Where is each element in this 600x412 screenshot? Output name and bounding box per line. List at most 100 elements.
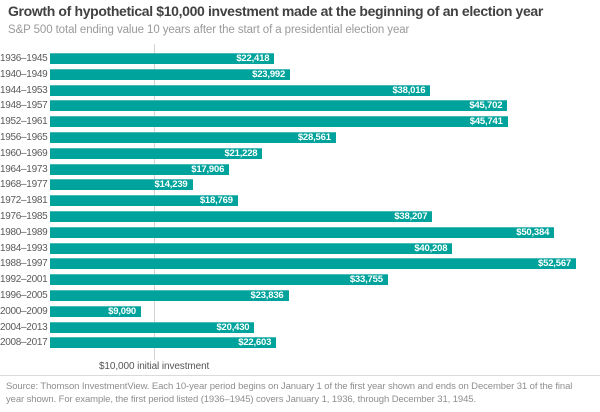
bar-value-label: $14,239 [154,179,188,191]
category-label: 1976–1985 [0,210,48,222]
bar-row: 2008–2017 $22,603 [0,337,600,349]
bar-track: $52,567 [50,258,576,270]
bar-row: 1996–2005 $23,836 [0,289,600,301]
bar-track: $17,906 [50,163,576,175]
bar-track: $38,016 [50,84,576,96]
bar: $21,228 [50,147,263,159]
category-label: 1968–1977 [0,179,48,191]
bar-row: 1976–1985 $38,207 [0,210,600,222]
bar-track: $22,418 [50,53,576,64]
source-note: Source: Thomson InvestmentView. Each 10-… [6,381,573,405]
category-label: 2000–2009 [0,305,48,317]
bar-value-label: $45,702 [469,100,503,112]
bar-value-label: $22,603 [238,337,272,349]
category-label: 1984–1993 [0,242,48,254]
bar: $40,208 [50,242,453,254]
bar-track: $9,090 [50,305,576,317]
category-label: 1944–1953 [0,84,48,96]
category-label: 1988–1997 [0,258,48,270]
bar: $14,239 [50,179,193,191]
bar: $52,567 [50,258,576,270]
bar-row: 1952–1961 $45,741 [0,116,600,128]
bar-track: $50,384 [50,226,576,238]
bar-value-label: $17,906 [191,163,225,175]
bar-track: $28,561 [50,131,576,143]
bar-value-label: $28,561 [297,131,331,143]
category-label: 2004–2013 [0,321,48,333]
category-label: 1940–1949 [0,68,48,80]
category-label: 1956–1965 [0,131,48,143]
bar-row: 1984–1993 $40,208 [0,242,600,254]
category-label: 1948–1957 [0,100,48,112]
chart-subtitle: S&P 500 total ending value 10 years afte… [8,24,410,36]
bar-value-label: $45,741 [469,116,503,128]
bar-value-label: $38,207 [394,210,428,222]
bar-value-label: $33,755 [349,274,383,286]
category-label: 1936–1945 [0,53,48,64]
category-label: 1972–1981 [0,195,48,207]
bar-track: $45,702 [50,100,576,112]
bar-row: 1968–1977 $14,239 [0,179,600,191]
bar-chart: 1936–1945 $22,418 1940–1949 $23,992 1944–195… [0,44,600,375]
bar-value-label: $23,836 [250,289,284,301]
bar-track: $38,207 [50,210,576,222]
bar: $33,755 [50,274,388,286]
bar-track: $33,755 [50,274,576,286]
bar-value-label: $50,384 [516,226,550,238]
bar: $50,384 [50,226,555,238]
bar-track: $45,741 [50,116,576,128]
bar-value-label: $23,992 [252,68,286,80]
bar: $23,992 [50,68,291,80]
chart-title: Growth of hypothetical $10,000 investmen… [8,3,543,19]
chart-header: Growth of hypothetical $10,000 investmen… [0,0,600,37]
category-label: 1992–2001 [0,274,48,286]
bar-row: 1944–1953 $38,016 [0,84,600,96]
bar-value-label: $20,430 [216,321,250,333]
bar-row: 2000–2009 $9,090 [0,305,600,317]
bar-value-label: $22,418 [236,53,270,64]
bar: $22,603 [50,337,277,349]
bar-value-label: $21,228 [224,147,258,159]
bar: $38,207 [50,210,433,222]
bar-value-label: $38,016 [392,84,426,96]
bar-row: 1940–1949 $23,992 [0,68,600,80]
bar-track: $23,836 [50,289,576,301]
bar-row: 2004–2013 $20,430 [0,321,600,333]
bar-row: 1948–1957 $45,702 [0,100,600,112]
category-label: 1980–1989 [0,226,48,238]
bar-track: $23,992 [50,68,576,80]
bar-track: $20,430 [50,321,576,333]
bar-row: 1956–1965 $28,561 [0,131,600,143]
bar: $18,769 [50,195,238,207]
category-label: 1996–2005 [0,289,48,301]
bar-track: $21,228 [50,147,576,159]
bar-value-label: $9,090 [108,305,136,317]
bar-value-label: $52,567 [538,258,571,270]
bar: $23,836 [50,289,289,301]
bar: $22,418 [50,53,275,64]
bar-track: $18,769 [50,195,576,207]
bar: $9,090 [50,305,141,317]
bar-row: 1960–1969 $21,228 [0,147,600,159]
bar-track: $40,208 [50,242,576,254]
category-label: 1960–1969 [0,147,48,159]
bar-track: $22,603 [50,337,576,349]
bar-row: 1980–1989 $50,384 [0,226,600,238]
bar-row: 1936–1945 $22,418 [0,53,600,64]
bar-track: $14,239 [50,179,576,191]
bar-value-label: $18,769 [199,195,233,207]
bar: $28,561 [50,131,336,143]
category-label: 2008–2017 [0,337,48,349]
category-label: 1952–1961 [0,116,48,128]
bar-row: 1972–1981 $18,769 [0,195,600,207]
reference-line-label: $10,000 initial investment [98,361,210,372]
bar: $45,741 [50,116,508,128]
bar-rows: 1936–1945 $22,418 1940–1949 $23,992 1944–195… [0,53,600,349]
bar-row: 1992–2001 $33,755 [0,274,600,286]
bar-value-label: $40,208 [414,242,448,254]
bar: $17,906 [50,163,230,175]
bar-row: 1988–1997 $52,567 [0,258,600,270]
chart-footer: Source: Thomson InvestmentView. Each 10-… [0,375,600,406]
bar: $20,430 [50,321,255,333]
category-label: 1964–1973 [0,163,48,175]
